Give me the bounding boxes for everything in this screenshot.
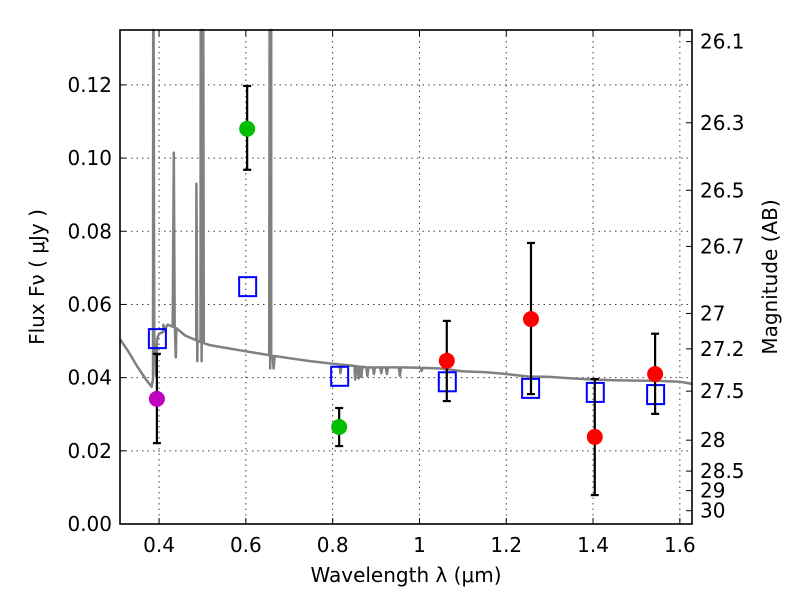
y2-tick-label: 30 bbox=[700, 499, 725, 523]
y2-tick-label: 26.7 bbox=[700, 234, 745, 258]
x-tick-label: 0.6 bbox=[230, 533, 262, 557]
x-tick-label: 0.8 bbox=[317, 533, 349, 557]
y-axis-label: Flux Fν ( μJy ) bbox=[25, 209, 49, 345]
error-bars bbox=[152, 84, 660, 497]
x-axis-label: Wavelength λ (μm) bbox=[310, 563, 501, 587]
x-tick-labels: 0.4 0.6 0.8 1 1.2 1.4 1.6 bbox=[143, 533, 696, 557]
y2-tick-label: 28.5 bbox=[700, 459, 745, 483]
y-tick-label: 0.08 bbox=[67, 219, 112, 243]
x-tick-label: 1 bbox=[413, 533, 426, 557]
model-square-marker bbox=[238, 276, 258, 298]
y-tick-label: 0.02 bbox=[67, 439, 112, 463]
spectrum-line bbox=[118, 28, 693, 389]
y2-tick-label: 26.3 bbox=[700, 111, 745, 135]
y2-tick-label: 28 bbox=[700, 428, 725, 452]
y2-tick-label: 27 bbox=[700, 301, 725, 325]
model-photometry-boxes bbox=[147, 276, 666, 406]
y-tick-label: 0.06 bbox=[67, 292, 112, 316]
x-tick-label: 1.6 bbox=[664, 533, 696, 557]
y2-tick-label: 29 bbox=[700, 479, 725, 503]
y-tick-labels: 0.00 0.02 0.04 0.06 0.08 0.10 0.12 bbox=[67, 73, 112, 536]
data-point bbox=[522, 311, 539, 328]
y2-tick-label: 26.1 bbox=[700, 30, 745, 54]
data-point bbox=[438, 352, 455, 369]
y-tick-label: 0.00 bbox=[67, 512, 112, 536]
y-tick-label: 0.12 bbox=[67, 73, 112, 97]
model-square-marker bbox=[147, 328, 167, 350]
y2-axis-label: Magnitude (AB) bbox=[758, 199, 782, 354]
model-square-marker bbox=[330, 365, 350, 387]
y-tick-label: 0.10 bbox=[67, 146, 112, 170]
data-point bbox=[586, 428, 603, 445]
data-point bbox=[331, 419, 348, 436]
plot-frame bbox=[119, 29, 693, 525]
grid-lines bbox=[120, 30, 692, 524]
data-point bbox=[148, 390, 165, 407]
x-tick-label: 1.4 bbox=[577, 533, 609, 557]
x-tick-label: 0.4 bbox=[143, 533, 175, 557]
y2-tick-label: 26.5 bbox=[700, 178, 745, 202]
axis-ticks bbox=[120, 30, 692, 525]
model-spectrum bbox=[118, 28, 693, 389]
y-tick-label: 0.04 bbox=[67, 366, 112, 390]
observed-points bbox=[148, 120, 664, 445]
x-tick-label: 1.2 bbox=[490, 533, 522, 557]
data-point bbox=[239, 120, 256, 137]
data-point bbox=[647, 365, 664, 382]
y2-tick-label: 27.5 bbox=[700, 379, 745, 403]
y2-tick-label: 27.2 bbox=[700, 337, 745, 361]
